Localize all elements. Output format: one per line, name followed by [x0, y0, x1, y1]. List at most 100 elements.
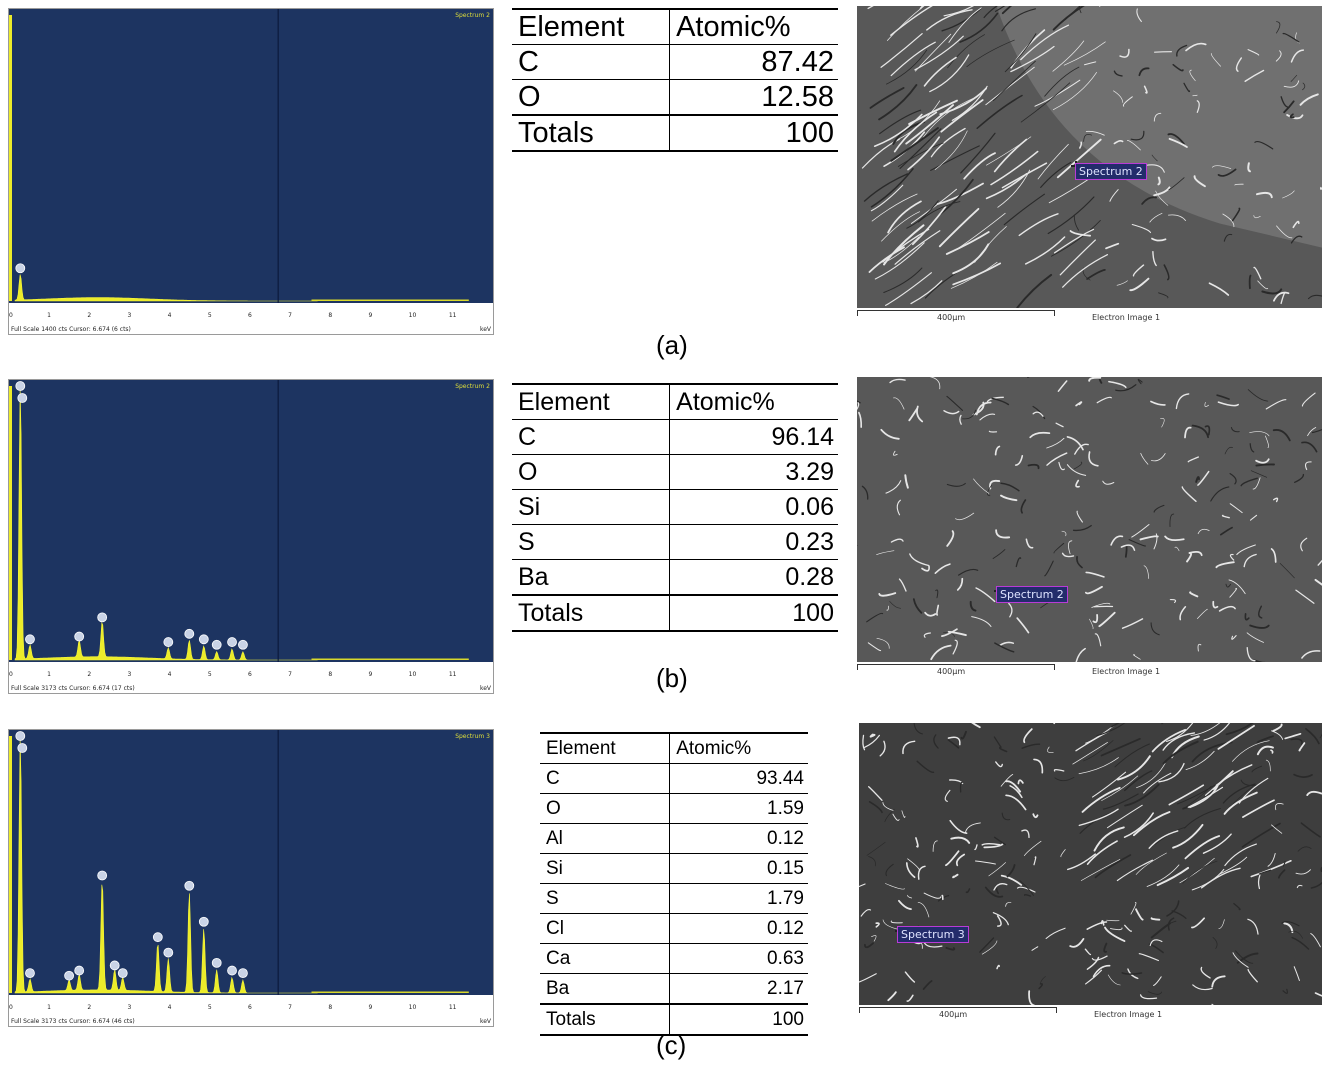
fracture-ridge — [1032, 405, 1046, 420]
fracture-ridge — [916, 405, 924, 423]
spectrum-label: Spectrum 2 — [455, 12, 490, 19]
table-row: Ba 2.17 — [540, 973, 808, 1005]
fracture-ridge — [1288, 930, 1304, 939]
fracture-ridge — [1124, 924, 1133, 932]
fracture-ridge — [1272, 429, 1291, 442]
peak-marker — [198, 634, 209, 645]
element-cell: Si — [540, 853, 671, 884]
eds-spectrum-b: Spectrum 2 0 1 2 3 4 5 6 7 8 9 10 11 Full Scale 317… — [8, 379, 494, 694]
fracture-ridge — [1124, 783, 1160, 807]
fracture-ridge — [878, 592, 897, 597]
fracture-ridge — [1189, 591, 1199, 598]
fracture-ridge — [955, 512, 975, 521]
fracture-ridge — [945, 850, 960, 867]
tick-label: 10 — [408, 1004, 417, 1011]
fracture-ridge — [916, 760, 935, 774]
table-row: O 12.58 — [512, 79, 838, 116]
tick-label: 2 — [87, 671, 92, 678]
fracture-ridge — [917, 901, 930, 918]
fracture-ridge — [1121, 972, 1143, 975]
fracture-ridge — [892, 813, 900, 821]
fracture-ridge — [907, 894, 913, 899]
atomic-percent-cell: 0.06 — [669, 489, 838, 525]
fracture-ridge — [1208, 282, 1230, 296]
tick-label: 8 — [328, 312, 333, 319]
fracture-ridge — [890, 6, 933, 36]
fracture-ridge — [1084, 585, 1103, 595]
fracture-ridge — [1229, 472, 1237, 485]
fracture-ridge — [1149, 212, 1163, 223]
fracture-ridge — [1086, 921, 1108, 930]
fracture-ridge — [1210, 53, 1221, 67]
fracture-ridge — [1008, 602, 1013, 618]
fracture-ridge — [1305, 727, 1320, 745]
totals-row: Totals 100 — [540, 1003, 808, 1036]
tick-label: 3 — [127, 671, 132, 678]
fracture-ridge — [985, 66, 1035, 106]
fracture-ridge — [1083, 61, 1097, 66]
fracture-ridge — [1299, 93, 1319, 106]
tick-label: 11 — [448, 671, 457, 678]
fracture-ridge — [936, 604, 940, 616]
fracture-ridge — [1050, 219, 1101, 257]
fracture-ridge — [904, 474, 909, 489]
fracture-ridge — [1044, 66, 1080, 97]
fracture-ridge — [1167, 917, 1175, 931]
fracture-ridge — [976, 94, 1023, 130]
fracture-ridge — [1189, 785, 1219, 809]
fracture-ridge — [1057, 380, 1068, 392]
fracture-ridge — [1286, 113, 1304, 120]
fracture-ridge — [1257, 874, 1261, 890]
fracture-ridge — [1182, 860, 1218, 884]
fracture-ridge — [1078, 757, 1119, 775]
fracture-ridge — [882, 919, 900, 930]
fracture-ridge — [1204, 401, 1209, 407]
fracture-ridge — [1137, 378, 1143, 385]
fracture-ridge — [860, 909, 872, 917]
fracture-ridge — [1270, 749, 1274, 754]
table-header-row: Element Atomic% — [512, 8, 838, 45]
table-row: Al 0.12 — [540, 823, 808, 854]
fracture-ridge — [1025, 538, 1034, 549]
peak-marker — [97, 612, 108, 623]
scale-bar-line — [857, 310, 1055, 316]
fracture-ridge — [1261, 288, 1283, 295]
fracture-ridge — [1062, 254, 1109, 288]
fracture-ridge — [1236, 544, 1256, 556]
fracture-ridge — [966, 39, 1015, 68]
fracture-ridge — [990, 150, 1039, 186]
fracture-ridge — [893, 397, 905, 410]
fracture-ridge — [910, 188, 957, 224]
fracture-ridge — [1074, 443, 1089, 455]
fracture-ridge — [1100, 737, 1141, 757]
fracture-ridge — [1222, 783, 1256, 804]
fracture-ridge — [971, 616, 992, 628]
fracture-ridge — [1054, 776, 1075, 782]
fracture-ridge — [1078, 808, 1119, 827]
element-cell: Element — [512, 8, 671, 45]
fracture-ridge — [1154, 51, 1172, 53]
fracture-ridge — [1005, 794, 1027, 811]
fracture-ridge — [1068, 540, 1073, 555]
fracture-ridge — [935, 589, 939, 599]
fracture-ridge — [1123, 812, 1154, 838]
fracture-ridge — [946, 530, 955, 547]
fracture-ridge — [1293, 773, 1313, 778]
fracture-ridge — [1271, 824, 1283, 834]
element-cell: Ba — [540, 973, 671, 1005]
fracture-ridge — [932, 840, 938, 852]
fracture-ridge — [1187, 456, 1200, 463]
fracture-ridge — [898, 578, 907, 592]
fracture-ridge — [906, 994, 914, 1002]
peak-marker — [227, 965, 237, 976]
fracture-ridge — [1010, 45, 1055, 73]
table-row: Cl 0.12 — [540, 913, 808, 944]
fracture-ridge — [1295, 869, 1311, 875]
fracture-ridge — [1141, 196, 1157, 205]
fracture-ridge — [886, 49, 928, 85]
fracture-ridge — [1217, 401, 1239, 407]
fracture-ridge — [1126, 140, 1141, 151]
fracture-ridge — [1110, 927, 1123, 931]
fracture-ridge — [1116, 859, 1154, 882]
fracture-ridge — [1290, 235, 1303, 244]
